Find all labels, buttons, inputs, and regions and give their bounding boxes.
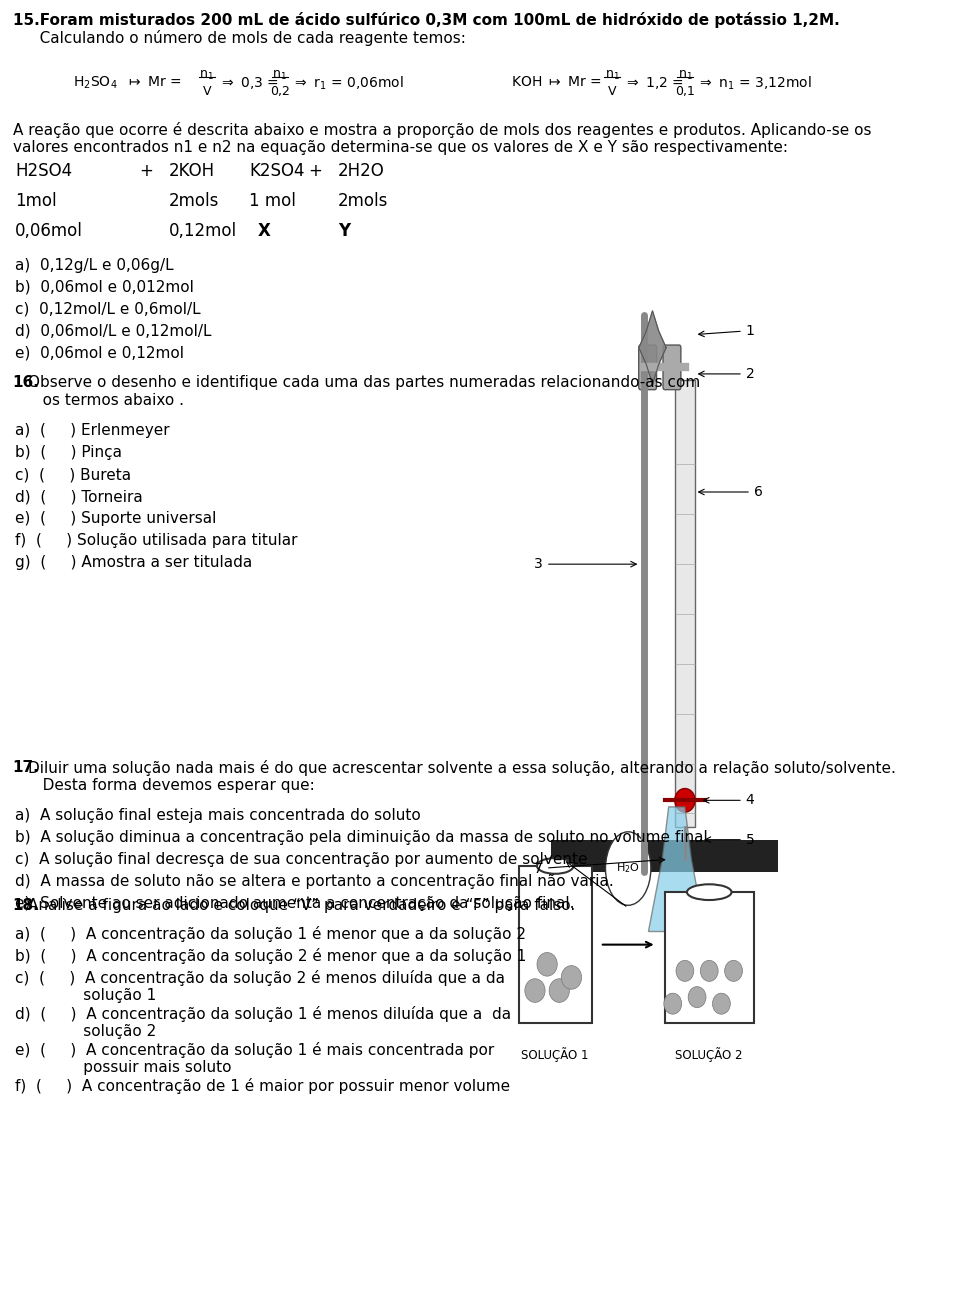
Ellipse shape: [700, 960, 718, 981]
Text: valores encontrados n1 e n2 na equação determina-se que os valores de X e Y são : valores encontrados n1 e n2 na equação d…: [12, 140, 787, 155]
Text: 2mols: 2mols: [169, 192, 219, 210]
FancyBboxPatch shape: [638, 345, 657, 390]
Text: d)  0,06mol/L e 0,12mol/L: d) 0,06mol/L e 0,12mol/L: [15, 324, 212, 338]
Text: 17.: 17.: [12, 760, 39, 775]
Circle shape: [606, 832, 651, 905]
Text: 7: 7: [535, 857, 664, 875]
Text: Y: Y: [338, 222, 349, 240]
Text: 1mol: 1mol: [15, 192, 57, 210]
Text: solução 2: solução 2: [15, 1023, 156, 1039]
Text: 15.Foram misturados 200 mL de ácido sulfúrico 0,3M com 100mL de hidróxido de pot: 15.Foram misturados 200 mL de ácido sulf…: [12, 12, 839, 28]
Ellipse shape: [664, 993, 682, 1014]
Text: e)  (     ) Suporte universal: e) ( ) Suporte universal: [15, 510, 217, 526]
Text: a)  0,12g/L e 0,06g/L: a) 0,12g/L e 0,06g/L: [15, 258, 174, 273]
Text: e)  Solvente ao ser adicionado aumenta a concentração da solução final.: e) Solvente ao ser adicionado aumenta a …: [15, 896, 575, 911]
FancyBboxPatch shape: [675, 380, 695, 827]
Ellipse shape: [675, 789, 695, 812]
Text: 1 mol: 1 mol: [249, 192, 296, 210]
Text: 0,12mol: 0,12mol: [169, 222, 237, 240]
Text: os termos abaixo .: os termos abaixo .: [28, 394, 184, 408]
Text: H$_2$SO$_4$: H$_2$SO$_4$: [73, 75, 117, 92]
Ellipse shape: [688, 987, 706, 1008]
Text: +: +: [139, 161, 154, 180]
Text: a)  A solução final esteja mais concentrada do soluto: a) A solução final esteja mais concentra…: [15, 808, 420, 823]
Text: A reação que ocorre é descrita abaixo e mostra a proporção de mols dos reagentes: A reação que ocorre é descrita abaixo e …: [12, 122, 871, 138]
Text: Observe o desenho e identifique cada uma das partes numeradas relacionando-as co: Observe o desenho e identifique cada uma…: [28, 375, 700, 390]
Text: 2KOH: 2KOH: [169, 161, 215, 180]
Text: Analise a figura ao lado e coloque “V” para verdadeiro e “F” para falso.: Analise a figura ao lado e coloque “V” p…: [28, 897, 575, 913]
Text: 0,06mol: 0,06mol: [15, 222, 84, 240]
Text: X: X: [257, 222, 271, 240]
Polygon shape: [638, 311, 666, 384]
Text: Desta forma devemos esperar que:: Desta forma devemos esperar que:: [28, 778, 315, 792]
Text: c)  A solução final decresça de sua concentração por aumento de solvente: c) A solução final decresça de sua conce…: [15, 851, 588, 867]
Polygon shape: [648, 807, 706, 932]
Text: K2SO4: K2SO4: [249, 161, 304, 180]
FancyBboxPatch shape: [551, 840, 779, 872]
Text: g)  (     ) Amostra a ser titulada: g) ( ) Amostra a ser titulada: [15, 555, 252, 569]
Text: c)  (     ) Bureta: c) ( ) Bureta: [15, 467, 132, 482]
Text: 0,1: 0,1: [675, 85, 695, 98]
Text: $\mapsto$ Mr =: $\mapsto$ Mr =: [126, 75, 181, 89]
Text: possuir mais soluto: possuir mais soluto: [15, 1060, 231, 1075]
Text: SOLUÇÃO 2: SOLUÇÃO 2: [676, 1047, 743, 1061]
Text: KOH $\mapsto$ Mr =: KOH $\mapsto$ Mr =: [511, 75, 601, 89]
Text: +: +: [308, 161, 322, 180]
Text: a)  (     )  A concentração da solução 1 é menor que a da solução 2: a) ( ) A concentração da solução 1 é men…: [15, 926, 526, 942]
Text: n$_1$: n$_1$: [273, 70, 287, 83]
Text: 2mols: 2mols: [338, 192, 388, 210]
Ellipse shape: [676, 960, 694, 981]
Text: SOLUÇÃO 1: SOLUÇÃO 1: [521, 1047, 589, 1061]
Text: 1: 1: [699, 324, 755, 337]
FancyBboxPatch shape: [663, 345, 681, 390]
Text: $\Rightarrow$ r$_1$ = 0,06mol: $\Rightarrow$ r$_1$ = 0,06mol: [292, 75, 403, 92]
Text: d)  A massa de soluto não se altera e portanto a concentração final não varia.: d) A massa de soluto não se altera e por…: [15, 874, 614, 890]
Text: f)  (     ) Solução utilisada para titular: f) ( ) Solução utilisada para titular: [15, 533, 298, 548]
Text: n$_1$: n$_1$: [200, 70, 214, 83]
Text: 2H2O: 2H2O: [338, 161, 384, 180]
Text: 5: 5: [706, 833, 755, 846]
Text: b)  (     ) Pinça: b) ( ) Pinça: [15, 445, 122, 461]
Text: 4: 4: [704, 794, 755, 807]
Text: c)  (     )  A concentração da solução 2 é menos diluída que a da: c) ( ) A concentração da solução 2 é men…: [15, 970, 505, 987]
Text: V: V: [608, 85, 616, 98]
Ellipse shape: [549, 979, 569, 1002]
Text: solução 1: solução 1: [15, 988, 156, 1002]
Text: e)  0,06mol e 0,12mol: e) 0,06mol e 0,12mol: [15, 346, 184, 361]
Text: V: V: [203, 85, 211, 98]
Text: H2SO4: H2SO4: [15, 161, 72, 180]
Text: Diluir uma solução nada mais é do que acrescentar solvente a essa solução, alter: Diluir uma solução nada mais é do que ac…: [28, 760, 896, 775]
Text: 16.: 16.: [12, 375, 39, 390]
FancyBboxPatch shape: [518, 866, 591, 1023]
Text: b)  (     )  A concentração da solução 2 é menor que a da solução 1: b) ( ) A concentração da solução 2 é men…: [15, 949, 527, 964]
Text: d)  (     )  A concentração da solução 1 é menos diluída que a  da: d) ( ) A concentração da solução 1 é men…: [15, 1006, 512, 1022]
Text: $\Rightarrow$ 0,3 =: $\Rightarrow$ 0,3 =: [219, 75, 279, 91]
Text: a)  (     ) Erlenmeyer: a) ( ) Erlenmeyer: [15, 422, 170, 438]
Ellipse shape: [687, 884, 732, 900]
Text: e)  (     )  A concentração da solução 1 é mais concentrada por: e) ( ) A concentração da solução 1 é mai…: [15, 1042, 494, 1057]
Text: Calculando o número de mols de cada reagente temos:: Calculando o número de mols de cada reag…: [25, 30, 467, 46]
Ellipse shape: [712, 993, 731, 1014]
Text: 2: 2: [699, 367, 755, 380]
Ellipse shape: [725, 960, 742, 981]
Text: n$_1$: n$_1$: [605, 70, 619, 83]
FancyBboxPatch shape: [664, 892, 754, 1023]
Text: f)  (     )  A concentração de 1 é maior por possuir menor volume: f) ( ) A concentração de 1 é maior por p…: [15, 1078, 511, 1094]
Text: b)  0,06mol e 0,012mol: b) 0,06mol e 0,012mol: [15, 279, 194, 295]
Text: 18.: 18.: [12, 897, 39, 913]
Text: 0,2: 0,2: [270, 85, 290, 98]
Ellipse shape: [525, 979, 545, 1002]
Text: c)  0,12mol/L e 0,6mol/L: c) 0,12mol/L e 0,6mol/L: [15, 302, 201, 318]
Text: 3: 3: [535, 558, 636, 571]
Text: H$_2$O: H$_2$O: [616, 862, 640, 875]
Ellipse shape: [562, 966, 582, 989]
Text: 6: 6: [699, 485, 762, 499]
Text: b)  A solução diminua a concentração pela diminuição da massa de soluto no volum: b) A solução diminua a concentração pela…: [15, 830, 708, 845]
Text: $\Rightarrow$ n$_1$ = 3,12mol: $\Rightarrow$ n$_1$ = 3,12mol: [697, 75, 812, 92]
Text: d)  (     ) Torneira: d) ( ) Torneira: [15, 489, 143, 504]
Text: $\Rightarrow$ 1,2 =: $\Rightarrow$ 1,2 =: [624, 75, 684, 91]
Ellipse shape: [537, 858, 573, 874]
Ellipse shape: [537, 953, 557, 976]
Text: n$_1$: n$_1$: [678, 70, 692, 83]
